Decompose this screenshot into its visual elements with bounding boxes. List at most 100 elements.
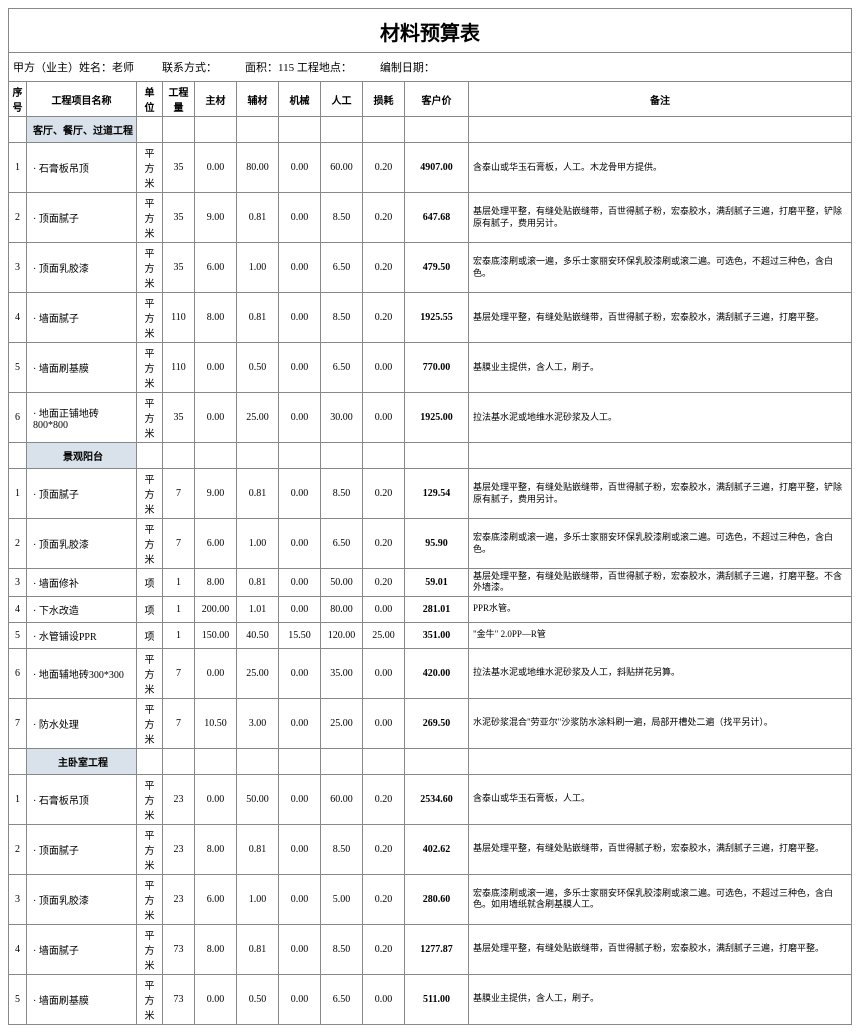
h-note: 备注 — [469, 82, 852, 117]
cell-seq: 3 — [9, 569, 27, 597]
cell-fc: 50.00 — [237, 774, 279, 824]
cell-qty: 73 — [163, 974, 195, 1024]
cell-rg: 5.00 — [321, 874, 363, 924]
table-row: 6· 地面辅地砖300*300平方米70.0025.000.0035.000.0… — [9, 648, 852, 698]
cell-name: · 墙面修补 — [27, 569, 137, 597]
h-fc: 辅材 — [237, 82, 279, 117]
cell-name: · 石膏板吊顶 — [27, 774, 137, 824]
cell-fc: 3.00 — [237, 698, 279, 748]
cell-jx: 0.00 — [279, 143, 321, 193]
cell-jx: 0.00 — [279, 243, 321, 293]
cell-seq: 1 — [9, 469, 27, 519]
header-row: 序号 工程项目名称 单位 工程量 主材 辅材 机械 人工 损耗 客户价 备注 — [9, 82, 852, 117]
cell-zc: 6.00 — [195, 874, 237, 924]
h-unit: 单位 — [137, 82, 163, 117]
cell-note: 宏泰底漆刷或滚一遍，多乐士家丽安环保乳胶漆刷或滚二遍。可选色，不超过三种色，含白… — [469, 243, 852, 293]
cell-name: · 墙面刷基膜 — [27, 974, 137, 1024]
cell-note: 基层处理平整，有缝处贴嵌缝带，百世得腻子粉，宏泰胶水，满刮腻子三遍，打磨平整。 — [469, 824, 852, 874]
cell-qty: 7 — [163, 648, 195, 698]
h-zc: 主材 — [195, 82, 237, 117]
cell-zc: 0.00 — [195, 143, 237, 193]
cell-jx: 15.50 — [279, 622, 321, 648]
cell-seq: 5 — [9, 974, 27, 1024]
cell-qty: 110 — [163, 343, 195, 393]
cell-rg: 80.00 — [321, 596, 363, 622]
cell-qty: 35 — [163, 243, 195, 293]
cell-qty: 1 — [163, 622, 195, 648]
cell-name: · 石膏板吊顶 — [27, 143, 137, 193]
cell-rg: 6.50 — [321, 343, 363, 393]
cell-zc: 8.00 — [195, 924, 237, 974]
cell-fc: 1.00 — [237, 519, 279, 569]
cell-jx: 0.00 — [279, 774, 321, 824]
cell-jx: 0.00 — [279, 393, 321, 443]
cell-sh: 0.00 — [363, 393, 405, 443]
cell-seq: 5 — [9, 343, 27, 393]
table-row: 4· 墙面腻子平方米1108.000.810.008.500.201925.55… — [9, 293, 852, 343]
cell-price: 1925.55 — [405, 293, 469, 343]
cell-zc: 8.00 — [195, 293, 237, 343]
cell-zc: 6.00 — [195, 519, 237, 569]
cell-qty: 35 — [163, 193, 195, 243]
cell-rg: 30.00 — [321, 393, 363, 443]
cell-note: 宏泰底漆刷或滚一遍，多乐士家丽安环保乳胶漆刷或滚二遍。可选色，不超过三种色，含白… — [469, 874, 852, 924]
cell-sh: 0.00 — [363, 648, 405, 698]
cell-name: · 墙面刷基膜 — [27, 343, 137, 393]
cell-sh: 0.20 — [363, 874, 405, 924]
cell-rg: 8.50 — [321, 193, 363, 243]
cell-zc: 9.00 — [195, 469, 237, 519]
meta-area: 面积：115 工程地点： — [245, 59, 352, 75]
cell-fc: 0.81 — [237, 469, 279, 519]
cell-note: 基膜业主提供，含人工，刷子。 — [469, 974, 852, 1024]
cell-rg: 50.00 — [321, 569, 363, 597]
cell-fc: 80.00 — [237, 143, 279, 193]
cell-zc: 0.00 — [195, 974, 237, 1024]
table-row: 5· 墙面刷基膜平方米1100.000.500.006.500.00770.00… — [9, 343, 852, 393]
cell-jx: 0.00 — [279, 193, 321, 243]
cell-sh: 0.20 — [363, 924, 405, 974]
cell-unit: 项 — [137, 622, 163, 648]
cell-sh: 0.20 — [363, 243, 405, 293]
cell-rg: 8.50 — [321, 293, 363, 343]
cell-unit: 平方米 — [137, 143, 163, 193]
cell-note: 基层处理平整，有缝处贴嵌缝带，百世得腻子粉，宏泰胶水，满刮腻子三遍，打磨平整，铲… — [469, 193, 852, 243]
cell-fc: 0.50 — [237, 974, 279, 1024]
page-title: 材料预算表 — [8, 8, 852, 52]
cell-price: 129.54 — [405, 469, 469, 519]
cell-fc: 0.81 — [237, 824, 279, 874]
section-name: 客厅、餐厅、过道工程 — [27, 117, 137, 143]
cell-qty: 23 — [163, 824, 195, 874]
cell-fc: 25.00 — [237, 648, 279, 698]
cell-jx: 0.00 — [279, 924, 321, 974]
cell-unit: 平方米 — [137, 698, 163, 748]
cell-qty: 110 — [163, 293, 195, 343]
cell-note: 基层处理平整，有缝处贴嵌缝带，百世得腻子粉，宏泰胶水，满刮腻子三遍，打磨平整。 — [469, 924, 852, 974]
cell-qty: 7 — [163, 698, 195, 748]
cell-jx: 0.00 — [279, 343, 321, 393]
cell-unit: 平方米 — [137, 193, 163, 243]
cell-unit: 平方米 — [137, 243, 163, 293]
table-row: 2· 顶面腻子平方米238.000.810.008.500.20402.62基层… — [9, 824, 852, 874]
meta-date: 编制日期： — [380, 59, 435, 75]
cell-seq: 2 — [9, 519, 27, 569]
cell-qty: 1 — [163, 569, 195, 597]
cell-unit: 项 — [137, 569, 163, 597]
cell-price: 511.00 — [405, 974, 469, 1024]
section-header: 景观阳台 — [9, 443, 852, 469]
cell-unit: 项 — [137, 596, 163, 622]
cell-jx: 0.00 — [279, 596, 321, 622]
cell-price: 4907.00 — [405, 143, 469, 193]
cell-jx: 0.00 — [279, 469, 321, 519]
section-header: 客厅、餐厅、过道工程 — [9, 117, 852, 143]
cell-name: · 水管铺设PPR — [27, 622, 137, 648]
cell-unit: 平方米 — [137, 648, 163, 698]
cell-seq: 2 — [9, 193, 27, 243]
cell-unit: 平方米 — [137, 519, 163, 569]
meta-bar: 甲方（业主）姓名：老师 联系方式： 面积：115 工程地点： 编制日期： — [8, 52, 852, 81]
cell-note: 水泥砂浆混合"劳亚尔"沙浆防水涂料刷一遍，局部开槽处二遍（找平另计）。 — [469, 698, 852, 748]
cell-note: 基层处理平整，有缝处贴嵌缝带，百世得腻子粉，宏泰胶水，满刮腻子三遍，打磨平整，铲… — [469, 469, 852, 519]
cell-fc: 0.81 — [237, 569, 279, 597]
cell-seq: 1 — [9, 774, 27, 824]
cell-qty: 7 — [163, 469, 195, 519]
cell-fc: 40.50 — [237, 622, 279, 648]
